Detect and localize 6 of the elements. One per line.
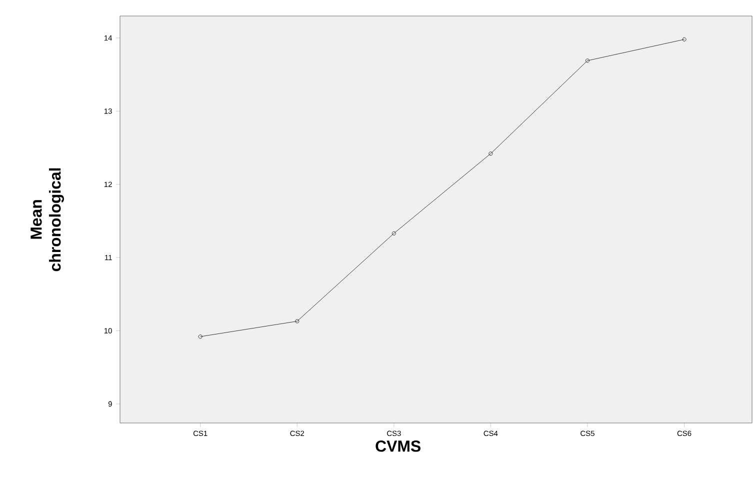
point bbox=[585, 58, 590, 63]
point bbox=[488, 152, 493, 156]
point bbox=[392, 231, 396, 236]
x-axis-title: CVMS bbox=[376, 440, 420, 452]
y-axis-title: Mean chronological bbox=[30, 168, 64, 272]
point bbox=[295, 319, 300, 324]
